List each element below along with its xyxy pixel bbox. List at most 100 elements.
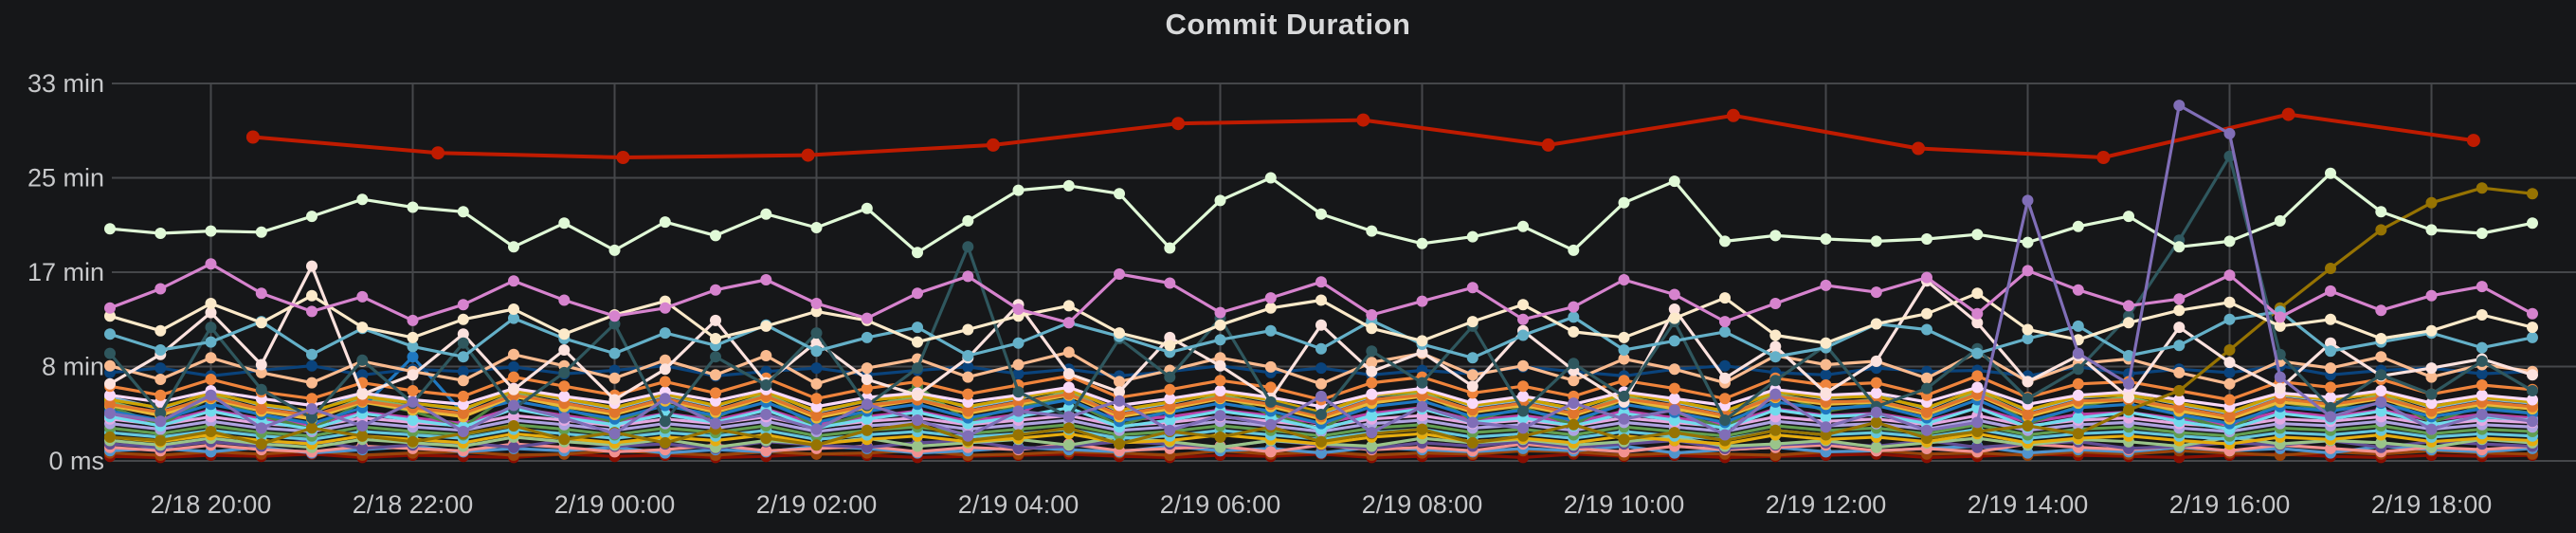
data-point-orchid[interactable] [1012,303,1025,315]
data-point-orchid[interactable] [1114,268,1125,280]
data-point-olive[interactable] [154,434,167,447]
data-point-teal-cyan[interactable] [659,327,671,340]
data-point-orchid[interactable] [2223,269,2236,282]
data-point-burnt-orange[interactable] [1114,409,1125,420]
data-point-peach[interactable] [608,372,621,384]
data-point-cream[interactable] [1466,316,1478,328]
data-point-olive[interactable] [205,426,217,437]
data-point-grass-green[interactable] [1366,440,1378,452]
data-point-cream[interactable] [356,322,369,334]
data-point-peach[interactable] [1264,360,1277,373]
data-point-orchid[interactable] [508,275,519,287]
data-point-cream[interactable] [1820,337,1832,349]
data-point-burnt-orange[interactable] [2022,409,2034,420]
data-point-teal-cyan[interactable] [1315,342,1327,355]
data-point-olive[interactable] [2425,196,2438,209]
data-point-orange[interactable] [1517,380,1529,393]
data-point-peach[interactable] [2375,351,2387,363]
data-point-orchid[interactable] [861,312,873,324]
data-point-pale-green[interactable] [306,211,317,223]
data-point-navy[interactable] [154,362,167,375]
data-point-orange[interactable] [154,389,167,401]
data-point-pale-pink[interactable] [1769,340,1782,353]
data-point-dark-teal[interactable] [104,347,116,359]
data-point-orange[interactable] [457,390,469,402]
data-point-peach[interactable] [659,354,671,366]
data-point-cream[interactable] [2527,322,2538,334]
data-point-peach[interactable] [760,350,772,361]
data-point-peach[interactable] [154,374,167,385]
data-point-orange[interactable] [710,387,721,399]
data-point-peach[interactable] [1366,357,1378,369]
data-point-teal-cyan[interactable] [205,336,217,348]
data-point-orchid[interactable] [760,274,772,285]
data-point-pale-pink[interactable] [1971,317,1984,329]
data-point-orange[interactable] [2223,394,2236,406]
data-point-slate-purple[interactable] [1366,427,1378,439]
data-point-red[interactable] [986,138,1000,152]
data-point-light-pink[interactable] [1466,397,1478,410]
data-point-olive[interactable] [2123,404,2134,416]
data-point-slate-purple[interactable] [2022,194,2034,207]
data-point-orange[interactable] [1870,377,1882,389]
data-point-slate-purple[interactable] [2476,409,2488,420]
data-point-teal-cyan[interactable] [1466,352,1478,364]
data-point-pale-pink[interactable] [2022,376,2034,388]
data-point-pale-green[interactable] [1466,230,1478,243]
data-point-cream[interactable] [1366,322,1378,335]
data-point-royal-blue[interactable] [407,351,419,363]
data-point-peach[interactable] [1062,346,1075,358]
data-point-cream[interactable] [1214,319,1226,331]
data-point-orchid[interactable] [1618,274,1630,285]
data-point-cream[interactable] [2123,317,2134,329]
data-point-cream[interactable] [2274,320,2286,332]
data-point-slate-purple[interactable] [760,409,772,420]
data-point-pale-pink[interactable] [659,363,671,376]
data-point-olive[interactable] [1820,429,1832,441]
data-point-pale-green[interactable] [508,241,519,253]
data-point-salmon[interactable] [760,445,772,457]
data-point-dark-teal[interactable] [2375,369,2387,381]
data-point-orchid[interactable] [1214,306,1226,319]
data-point-cream[interactable] [558,328,571,340]
data-point-pale-green[interactable] [1517,220,1529,232]
data-point-orange[interactable] [1820,379,1832,391]
data-point-orange[interactable] [659,376,671,388]
data-point-cream[interactable] [1568,325,1580,338]
data-point-peach[interactable] [1012,358,1025,371]
data-point-teal-cyan[interactable] [1012,337,1025,349]
data-point-pale-pink[interactable] [1062,368,1075,380]
data-point-peach[interactable] [2173,366,2186,378]
data-point-pale-pink[interactable] [306,260,317,272]
data-point-pale-green[interactable] [1114,188,1125,200]
data-point-olive[interactable] [1062,422,1075,434]
data-point-cream[interactable] [2173,304,2186,317]
data-point-pale-green[interactable] [1315,208,1327,220]
data-point-slate-purple[interactable] [1466,416,1478,429]
data-point-slate-purple[interactable] [1971,416,1984,429]
data-point-pale-green[interactable] [205,225,217,237]
data-point-bright-cyan[interactable] [861,413,873,425]
data-point-olive[interactable] [2325,263,2336,274]
data-point-olive[interactable] [1416,423,1428,435]
data-point-pale-green[interactable] [2375,206,2387,218]
data-point-olive[interactable] [508,420,519,432]
data-point-olive[interactable] [1618,433,1630,446]
data-point-teal-cyan[interactable] [2325,345,2336,358]
data-point-slate-purple[interactable] [1062,411,1075,423]
data-point-orchid[interactable] [1264,292,1277,304]
data-point-olive[interactable] [1769,424,1782,436]
data-point-burnt-orange[interactable] [1164,400,1176,413]
data-point-navy[interactable] [962,360,974,373]
data-point-pale-green[interactable] [1568,244,1580,256]
data-point-teal-cyan[interactable] [912,322,923,334]
data-point-light-pink[interactable] [2173,394,2186,406]
data-point-orange[interactable] [1719,393,1731,405]
data-point-pale-green[interactable] [457,206,469,218]
data-point-light-pink[interactable] [2325,392,2336,404]
data-point-burnt-orange[interactable] [810,410,823,422]
data-point-dark-teal[interactable] [1618,390,1630,402]
data-point-burnt-orange[interactable] [104,398,116,411]
data-point-orchid[interactable] [2022,265,2034,277]
